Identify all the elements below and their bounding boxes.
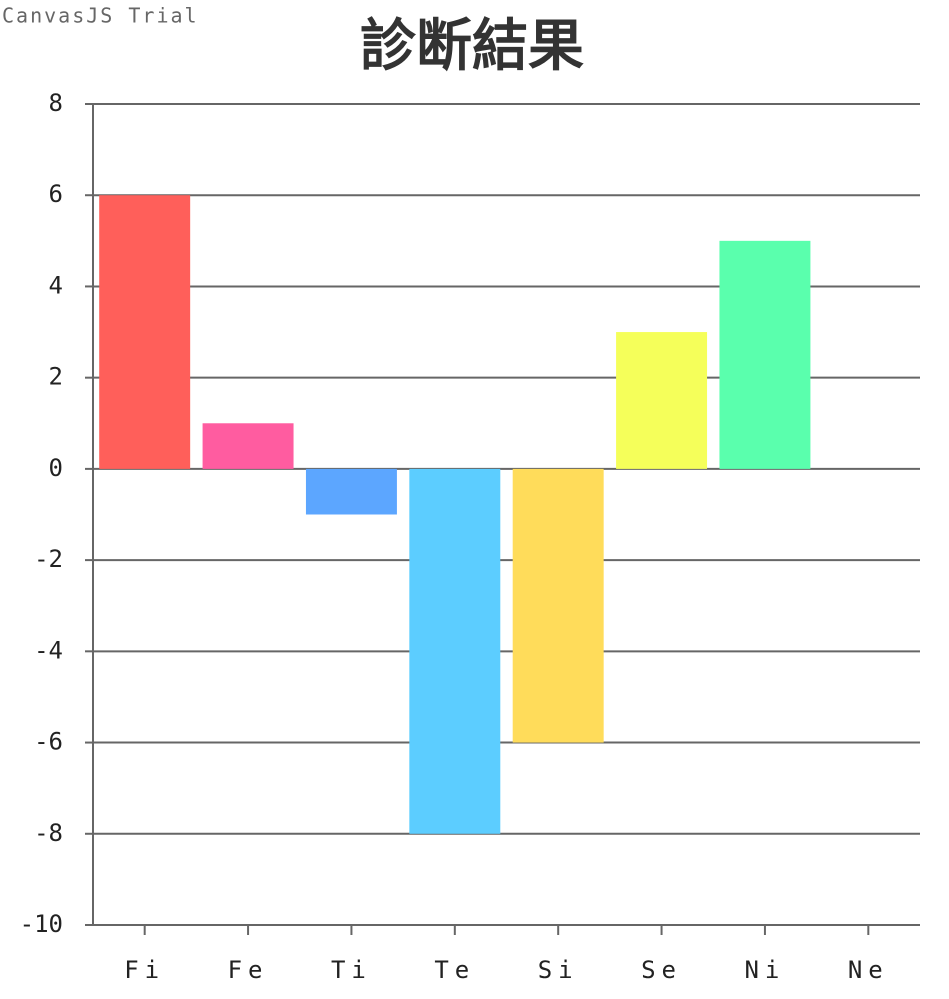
y-tick-label: 2 xyxy=(49,363,63,391)
bar xyxy=(616,332,708,469)
x-tick-label: Se xyxy=(641,956,682,984)
bar xyxy=(99,195,191,469)
x-tick-label: Te xyxy=(434,956,475,984)
x-tick-label: Ni xyxy=(744,956,785,984)
x-tick-label: Si xyxy=(538,956,579,984)
x-tick-label: Ne xyxy=(848,956,889,984)
chart-title: 診断結果 xyxy=(360,14,584,79)
bar xyxy=(202,423,294,469)
x-tick-label: Fi xyxy=(124,956,165,984)
bar xyxy=(305,468,397,515)
y-tick-label: -8 xyxy=(34,819,63,847)
y-tick-label: 0 xyxy=(49,454,63,482)
y-tick-label: -6 xyxy=(34,728,63,756)
y-tick-label: -4 xyxy=(34,636,63,664)
x-tick-label: Ti xyxy=(331,956,372,984)
bar xyxy=(719,240,811,469)
bar xyxy=(512,468,604,743)
y-tick-label: -2 xyxy=(34,545,63,573)
x-tick-label: Fe xyxy=(228,956,269,984)
y-tick-label: -10 xyxy=(20,910,63,938)
watermark: CanvasJS Trial xyxy=(2,4,199,28)
y-tick-label: 4 xyxy=(49,271,63,299)
bar xyxy=(409,468,501,834)
y-tick-label: 6 xyxy=(49,180,63,208)
y-tick-label: 8 xyxy=(49,89,63,117)
